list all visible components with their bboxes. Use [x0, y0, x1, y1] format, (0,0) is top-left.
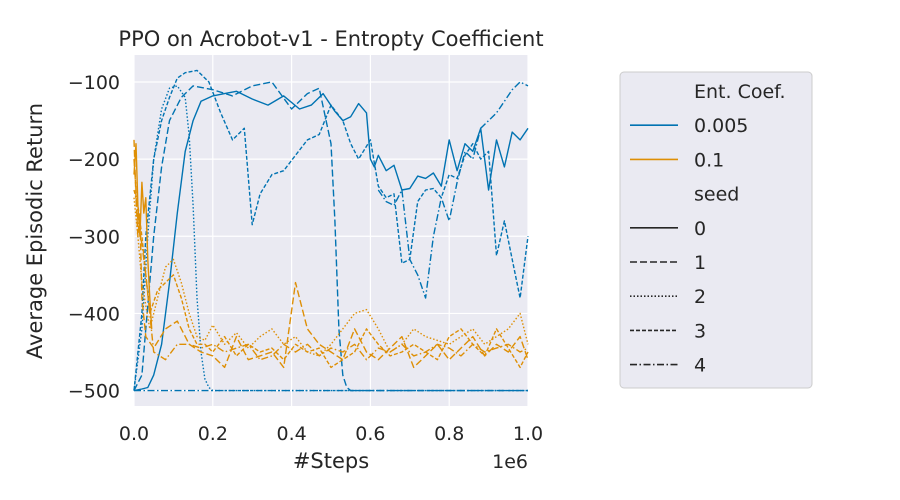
legend-style-label: 1	[694, 252, 706, 274]
plot-lines	[133, 69, 529, 392]
x-tick-label: 0.0	[119, 423, 149, 445]
legend-style-label: 4	[694, 355, 706, 377]
legend-hue-label: 0.005	[694, 115, 748, 137]
y-axis-label: Average Episodic Return	[23, 103, 47, 359]
legend-hue-label: 0.1	[694, 149, 724, 171]
x-offset-label: 1e6	[492, 451, 528, 473]
legend-style-label: 3	[694, 320, 706, 342]
x-tick-label: 0.4	[276, 423, 306, 445]
chart-title: PPO on Acrobot-v1 - Entropty Coefficient	[118, 27, 543, 51]
series-line-coef-0_1-seed-4	[133, 159, 529, 361]
x-axis-label: #Steps	[293, 449, 369, 473]
legend: Ent. Coef. 0.005 0.1 seed 0 1 2 3 4	[619, 71, 813, 389]
ticks: 0.0 0.2 0.4 0.6 0.8 1.0 −500 −400 −300 −200 −100	[68, 72, 543, 445]
y-tick-label: −300	[68, 226, 120, 248]
legend-style-title: seed	[694, 184, 739, 206]
legend-style-label: 2	[694, 286, 706, 308]
series-line-coef-0_1-seed-0	[133, 142, 153, 329]
series-line-coef-0_1-seed-1	[133, 139, 529, 369]
series-line-coef-0_005-seed-2	[133, 85, 528, 392]
series-line-coef-0_1-seed-3	[133, 189, 529, 369]
x-tick-label: 1.0	[513, 423, 543, 445]
y-tick-label: −100	[68, 72, 120, 94]
plot-background	[134, 55, 528, 406]
x-tick-label: 0.6	[355, 423, 385, 445]
series-line-coef-0_005-seed-3	[133, 69, 529, 391]
series-line-coef-0_005-seed-4	[377, 81, 529, 299]
legend-frame	[619, 71, 813, 389]
legend-style-label: 0	[694, 218, 706, 240]
legend-hue-title: Ent. Coef.	[694, 81, 786, 103]
y-tick-label: −500	[68, 381, 120, 403]
y-tick-label: −400	[68, 303, 120, 325]
x-tick-label: 0.2	[198, 423, 228, 445]
series-line-coef-0_005-seed-0	[133, 90, 529, 392]
x-tick-label: 0.8	[434, 423, 464, 445]
series-line-coef-0_005-seed-1	[133, 81, 528, 392]
y-tick-label: −200	[68, 149, 120, 171]
